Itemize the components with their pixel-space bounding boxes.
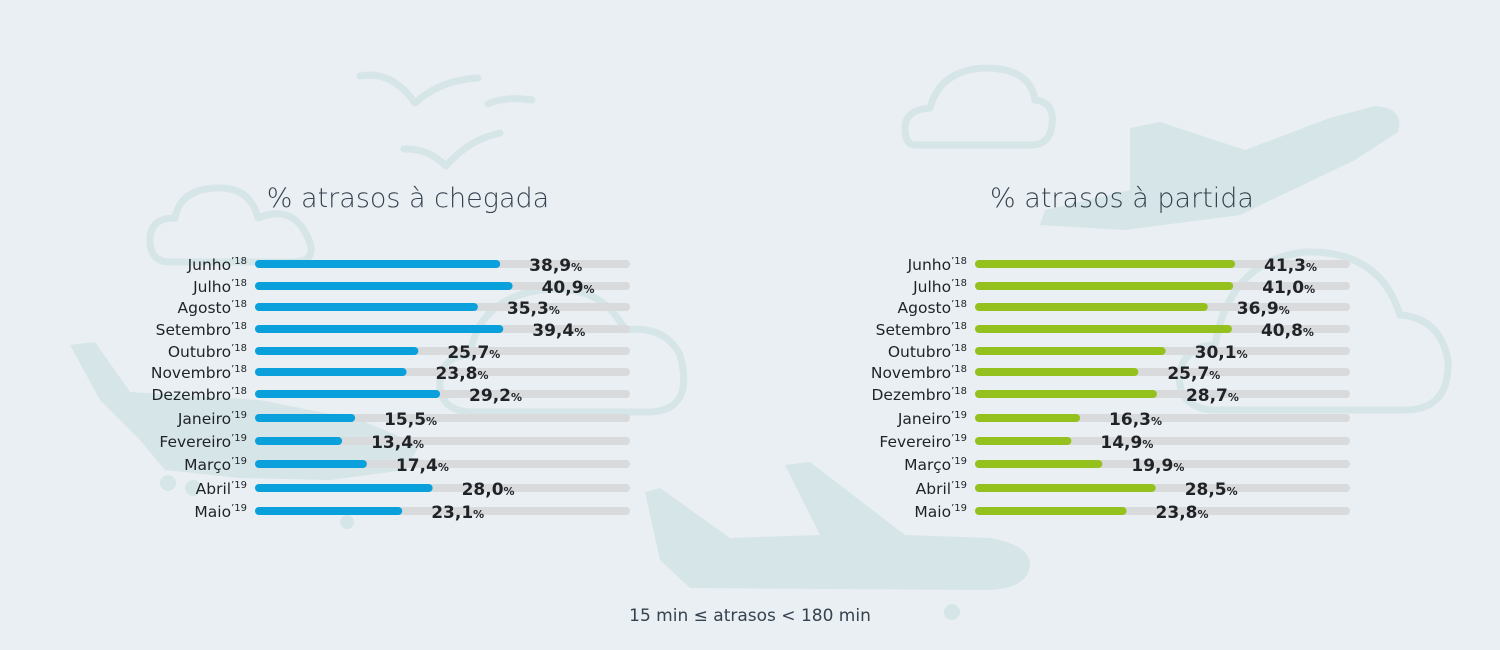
bird-icon — [400, 129, 504, 170]
plane-icon — [1040, 106, 1400, 230]
cloud-icon — [901, 64, 1056, 149]
footnote: 15 min ≤ atrasos < 180 min — [629, 606, 871, 626]
plane-icon — [645, 462, 1030, 590]
cloud-icon — [436, 285, 688, 416]
plane-icon — [70, 342, 420, 480]
cloud-icon — [146, 184, 315, 266]
cloud-icon — [1175, 248, 1452, 414]
bird-icon — [356, 71, 482, 107]
bird-icon — [484, 95, 536, 108]
